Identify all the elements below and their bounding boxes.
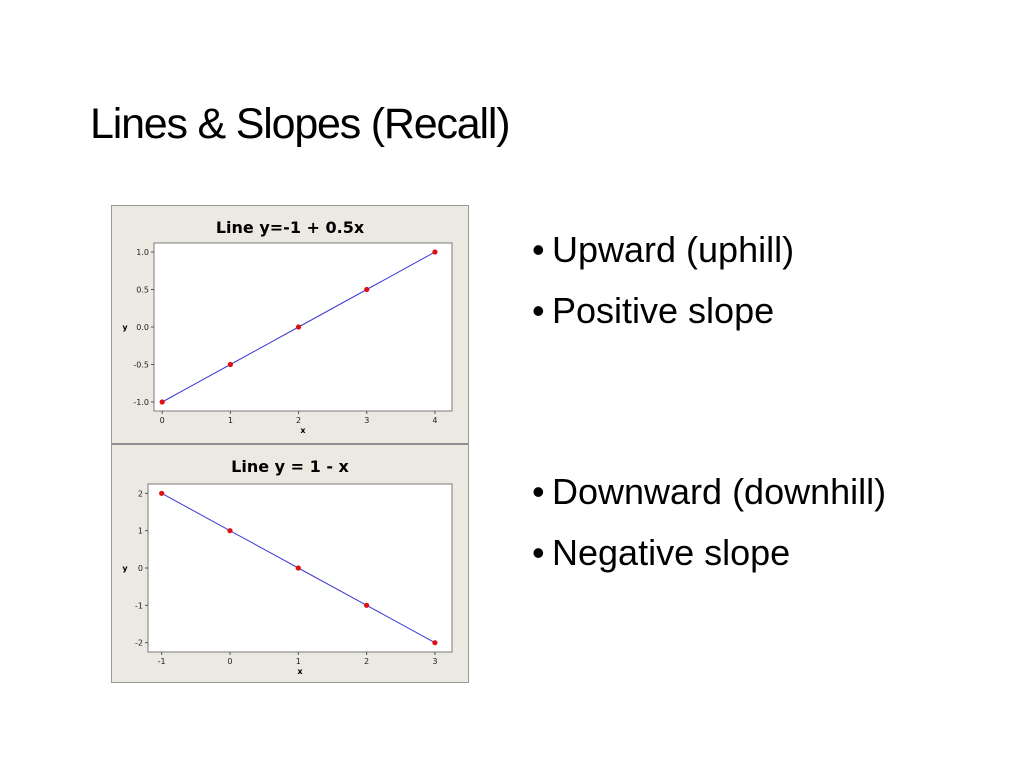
bullet-marker: • (532, 290, 545, 331)
x-tick-label: 0 (227, 657, 232, 666)
data-point (295, 324, 302, 330)
x-tick-label: 4 (432, 416, 437, 425)
bullet-marker: • (532, 532, 545, 573)
chart-title: Line y = 1 - x (231, 457, 349, 476)
bullet-positive: Positive slope (552, 290, 775, 331)
data-point (159, 490, 165, 496)
x-tick-label: 3 (432, 657, 437, 666)
x-tick-label: 1 (228, 416, 233, 425)
x-tick-label: 0 (160, 416, 165, 425)
x-axis-label: x (297, 667, 303, 676)
x-axis-label: x (300, 426, 306, 435)
bullet-item: • Downward (downhill) (532, 470, 886, 514)
slide-title: Lines & Slopes (Recall) (90, 100, 511, 148)
chart-top-svg: Line y=-1 + 0.5x 0 1 2 3 4 1.0 0.5 0.0 -0.5 -1.0 x y (122, 218, 453, 435)
x-tick-label: 2 (296, 416, 301, 425)
y-tick-label: 1.0 (136, 248, 149, 257)
y-tick-label: 0 (138, 564, 143, 573)
data-point (295, 565, 301, 571)
chart-title: Line y=-1 + 0.5x (216, 218, 365, 237)
data-point (364, 602, 370, 608)
y-tick-label: 1 (138, 527, 143, 536)
chart-panel-top: Line y=-1 + 0.5x 0 1 2 3 4 1.0 0.5 0.0 -0.5 -1.0 x y (112, 206, 468, 444)
bullet-marker: • (532, 229, 545, 270)
bullet-item: • Upward (uphill) (532, 228, 794, 272)
bullet-item: • Positive slope (532, 289, 774, 333)
chart-panel-bottom: Line y = 1 - x -1 0 1 2 3 2 1 0 -1 -2 x y (112, 445, 468, 683)
bullet-negative: Negative slope (552, 532, 791, 573)
x-tick-label: 1 (296, 657, 301, 666)
bullet-downward: Downward (downhill) (552, 471, 887, 512)
y-axis-label: y (122, 564, 128, 573)
y-tick-label: -2 (135, 639, 143, 648)
bullet-item: • Negative slope (532, 531, 790, 575)
y-tick-label: 0.5 (136, 286, 149, 295)
data-point (227, 361, 233, 368)
x-tick-label: 3 (364, 416, 369, 425)
y-tick-label: -1.0 (133, 398, 149, 407)
chart-figure: Line y=-1 + 0.5x 0 1 2 3 4 1.0 0.5 0.0 -0.5 -1.0 x y… (111, 205, 469, 683)
x-tick-label: -1 (158, 657, 166, 666)
y-tick-label: -0.5 (133, 361, 149, 370)
y-tick-label: 2 (138, 489, 143, 498)
y-tick-label: -1 (135, 601, 143, 610)
x-tick-label: 2 (364, 657, 369, 666)
panel-divider (112, 443, 468, 445)
y-axis-label: y (122, 323, 128, 332)
chart-bottom-svg: Line y = 1 - x -1 0 1 2 3 2 1 0 -1 -2 x y (122, 457, 453, 676)
data-point (227, 528, 233, 534)
y-tick-label: 0.0 (136, 323, 149, 332)
data-point (432, 640, 438, 646)
plot-area (153, 242, 453, 412)
bullet-upward: Upward (uphill) (552, 229, 795, 270)
data-point (159, 399, 165, 405)
bullet-marker: • (532, 471, 545, 512)
data-point (364, 286, 370, 293)
data-point (432, 249, 438, 255)
